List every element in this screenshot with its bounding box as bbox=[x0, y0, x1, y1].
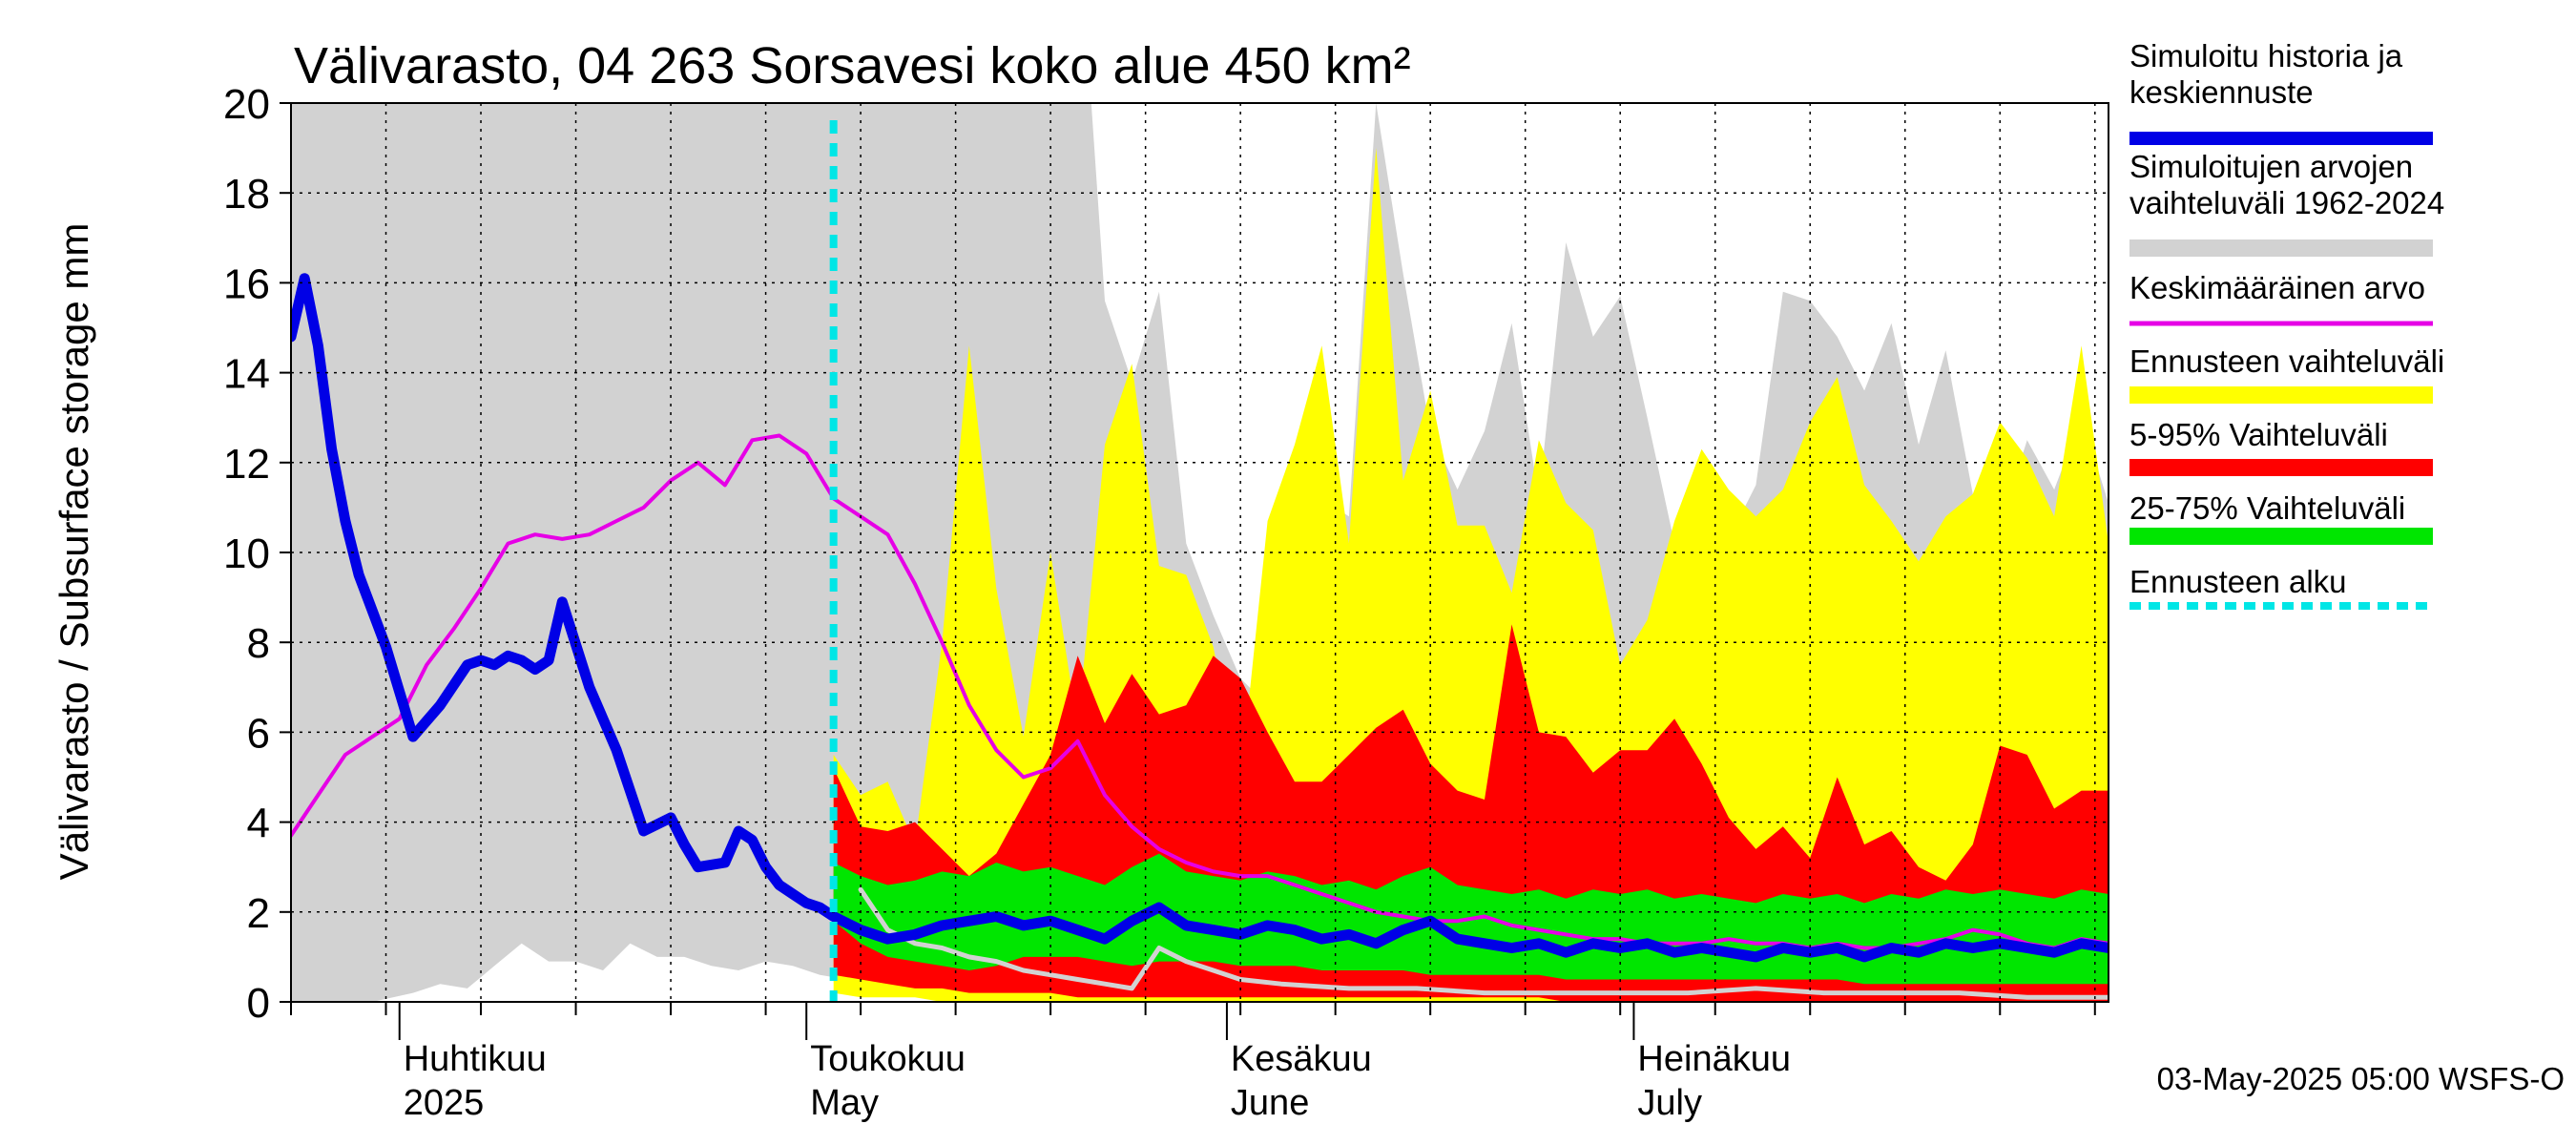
month-label: Toukokuu bbox=[810, 1039, 966, 1079]
legend-label: Keskimääräinen arvo bbox=[2129, 270, 2425, 305]
legend-label: Ennusteen vaihteluväli bbox=[2129, 344, 2444, 379]
median-line bbox=[858, 886, 2109, 1000]
y-tick-label: 6 bbox=[247, 710, 270, 757]
grid bbox=[291, 103, 2109, 1002]
legend-label: vaihteluväli 1962-2024 bbox=[2129, 185, 2444, 220]
y-tick-label: 14 bbox=[223, 351, 270, 398]
legend-label: Simuloitujen arvojen bbox=[2129, 149, 2413, 184]
month-label: Kesäkuu bbox=[1231, 1039, 1372, 1079]
month-label-en: May bbox=[810, 1083, 879, 1123]
month-label: Heinäkuu bbox=[1637, 1039, 1791, 1079]
y-tick-label: 18 bbox=[223, 171, 270, 218]
y-axis-label: Välivarasto / Subsurface storage mm bbox=[52, 223, 96, 881]
month-label: Huhtikuu bbox=[404, 1039, 547, 1079]
y-tick-label: 20 bbox=[223, 81, 270, 128]
legend-label: Ennusteen alku bbox=[2129, 564, 2347, 599]
y-tick-label: 4 bbox=[247, 801, 270, 847]
legend-label: 5-95% Vaihteluväli bbox=[2129, 417, 2388, 452]
y-tick-label: 2 bbox=[247, 890, 270, 937]
month-label-en: 2025 bbox=[404, 1083, 485, 1123]
y-tick-label: 8 bbox=[247, 620, 270, 667]
legend-label: keskiennuste bbox=[2129, 74, 2314, 110]
history-line bbox=[291, 273, 2109, 963]
chart-title: Välivarasto, 04 263 Sorsavesi koko alue … bbox=[294, 37, 1411, 94]
y-tick-label: 12 bbox=[223, 441, 270, 488]
y-tick-label: 16 bbox=[223, 260, 270, 307]
month-label-en: July bbox=[1637, 1083, 1702, 1123]
footer-timestamp: 03-May-2025 05:00 WSFS-O bbox=[2157, 1061, 2565, 1096]
legend-label: 25-75% Vaihteluväli bbox=[2129, 490, 2405, 526]
legend-label: Simuloitu historia ja bbox=[2129, 38, 2403, 73]
month-label-en: June bbox=[1231, 1083, 1309, 1123]
plot-area bbox=[291, 103, 2109, 1002]
y-tick-label: 0 bbox=[247, 980, 270, 1027]
y-tick-label: 10 bbox=[223, 531, 270, 577]
